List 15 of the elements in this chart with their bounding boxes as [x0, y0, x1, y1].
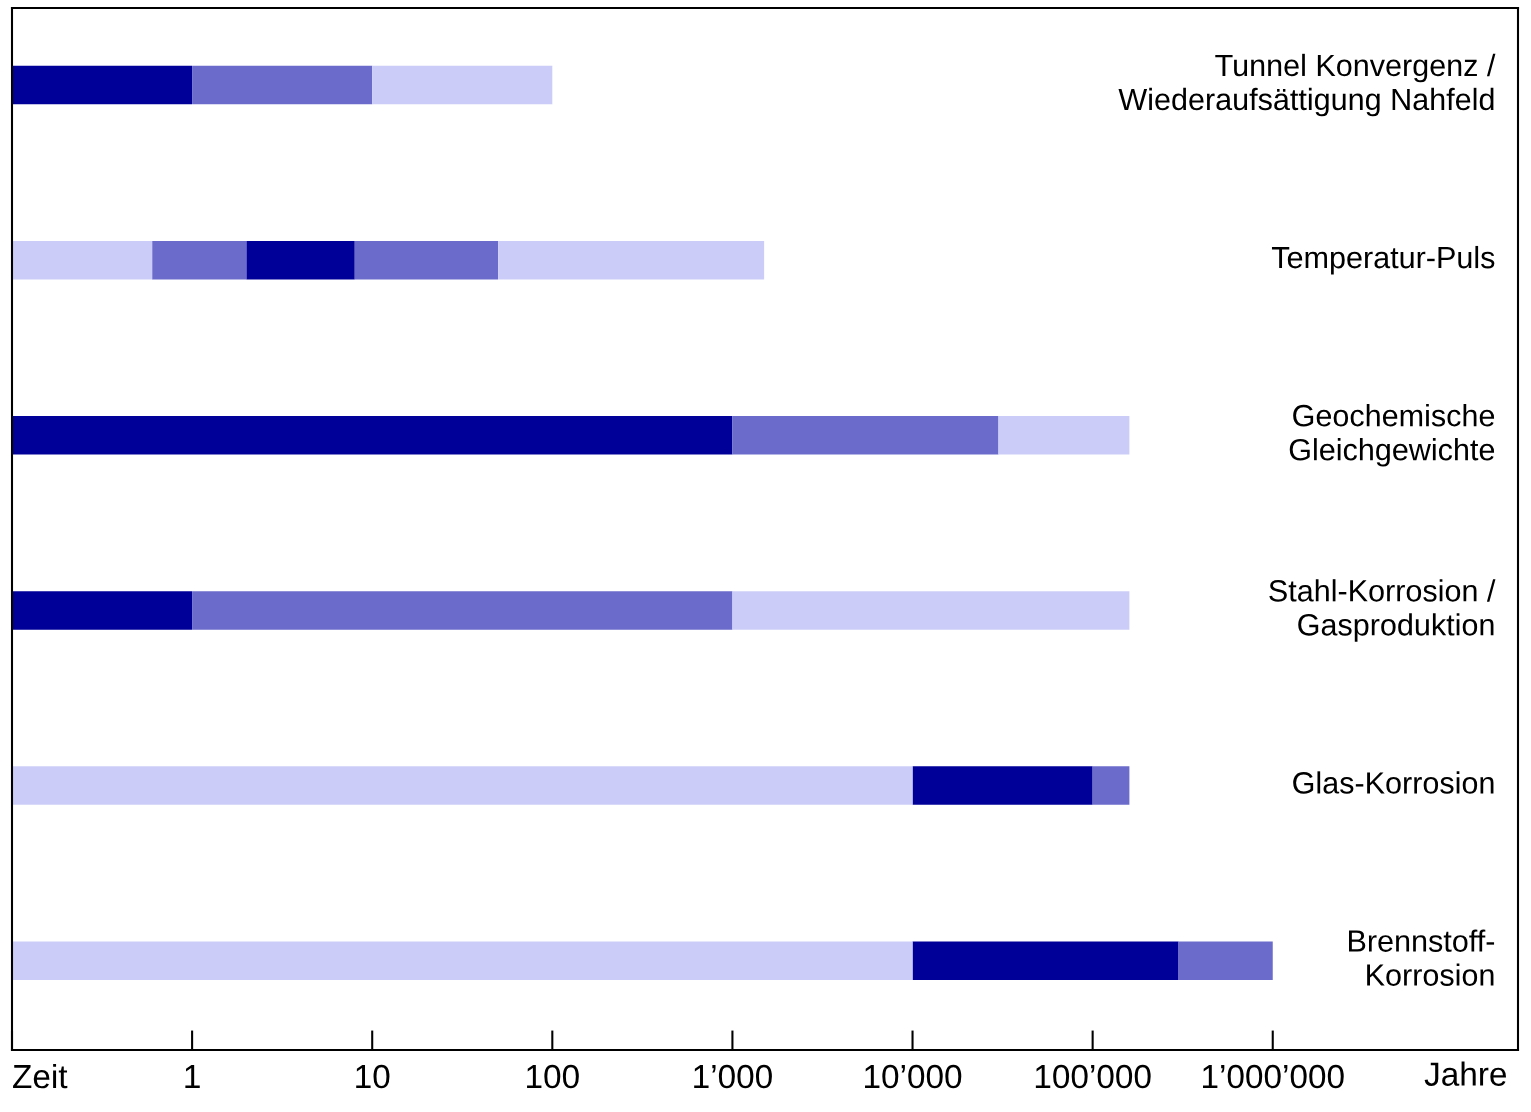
y-tick-label: Stahl-Korrosion / Gasproduktion	[1269, 579, 1496, 642]
y-tick-label: Geochemische Gleichgewichte	[1289, 404, 1495, 467]
x-tick-label: 1’000’000	[1203, 1064, 1344, 1089]
x-tick-label: 100’000	[1035, 1064, 1151, 1089]
y-tick-label: Glas-Korrosion	[1293, 771, 1494, 794]
y-tick-label: Brennstoff- Korrosion	[1349, 929, 1495, 986]
x-tick-label: 100	[527, 1064, 579, 1089]
x-tick-label: 10	[356, 1064, 390, 1089]
y-tick-label: Tunnel Konvergenz / Wiederaufsättigung Nahfeld	[1118, 53, 1496, 117]
y-tick-label: Temperatur-Puls	[1271, 245, 1495, 275]
x-tick-label: 1	[185, 1065, 200, 1089]
x-tick-label: 10’000	[865, 1064, 962, 1089]
x-tick-label: Zeit	[13, 1063, 68, 1089]
x-tick-label: 1’000	[694, 1064, 772, 1089]
x-axis-title: Jahre	[1424, 1061, 1506, 1086]
